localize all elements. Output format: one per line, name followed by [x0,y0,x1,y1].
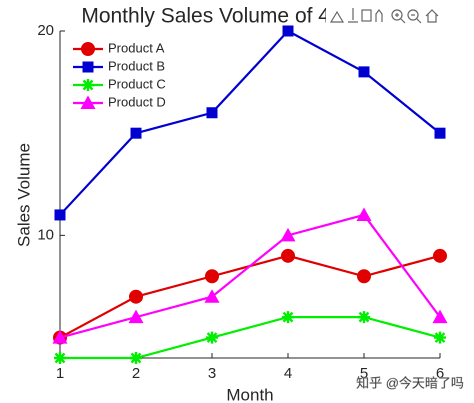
marker-shape [206,331,218,344]
x-tick-label: 1 [56,365,64,382]
x-tick-label: 2 [132,365,140,382]
marker-shape [52,330,68,344]
x-tick-label: 5 [360,365,368,382]
axes-toolbar[interactable] [326,6,444,26]
marker-shape [282,311,294,324]
y-axis-label: Sales Volume [14,143,33,247]
marker [358,311,370,324]
series-line [60,316,441,360]
marker [81,42,95,56]
legend-label: Product A [108,40,165,55]
marker [432,309,448,324]
marker-shape [206,107,218,119]
marker [128,309,144,324]
marker [206,331,218,344]
marker-shape [130,127,142,139]
marker-shape [358,66,370,78]
x-tick-label: 6 [436,365,444,382]
marker [434,127,446,139]
marker [358,66,370,78]
marker [280,227,296,242]
marker-shape [128,309,144,324]
y-tick-label: 10 [37,226,54,243]
legend-label: Product D [108,94,166,109]
marker-shape [281,248,295,263]
marker-shape [434,331,446,344]
watermark: 知乎 @今天暗了吗 [356,375,464,390]
marker-shape [82,61,94,73]
marker-shape [357,269,371,284]
marker [356,207,372,221]
marker-shape [54,352,66,364]
marker [281,248,295,263]
y-tick-label: 20 [37,22,54,39]
marker [206,107,218,119]
marker-shape [356,207,372,221]
marker-shape [204,289,220,303]
marker-shape [358,311,370,324]
marker [52,330,68,344]
marker-shape [282,25,294,37]
marker-shape [82,79,94,91]
marker [54,209,66,221]
marker [82,61,94,73]
series-line [59,213,441,339]
marker [54,352,66,364]
marker-shape [81,42,95,56]
marker-shape [130,352,142,364]
series-line [59,29,441,216]
marker-shape [80,95,96,109]
marker-shape [280,227,296,242]
marker-shape [434,127,446,139]
marker-shape [54,209,66,221]
marker [129,289,143,304]
x-tick-label: 4 [284,365,292,382]
marker [130,352,142,364]
marker-shape [129,289,143,304]
legend-label: Product C [108,76,166,91]
marker [434,331,446,344]
marker [80,95,96,109]
marker-shape [432,309,448,324]
x-axis-label: Month [226,385,273,403]
marker [205,269,219,284]
marker-shape [433,248,447,263]
marker [357,269,371,284]
marker [82,79,94,91]
marker [204,289,220,303]
x-tick-label: 3 [208,365,216,382]
marker [282,311,294,324]
legend-label: Product B [108,58,165,73]
marker-shape [205,269,219,284]
marker [282,25,294,37]
marker [433,248,447,263]
marker [130,127,142,139]
